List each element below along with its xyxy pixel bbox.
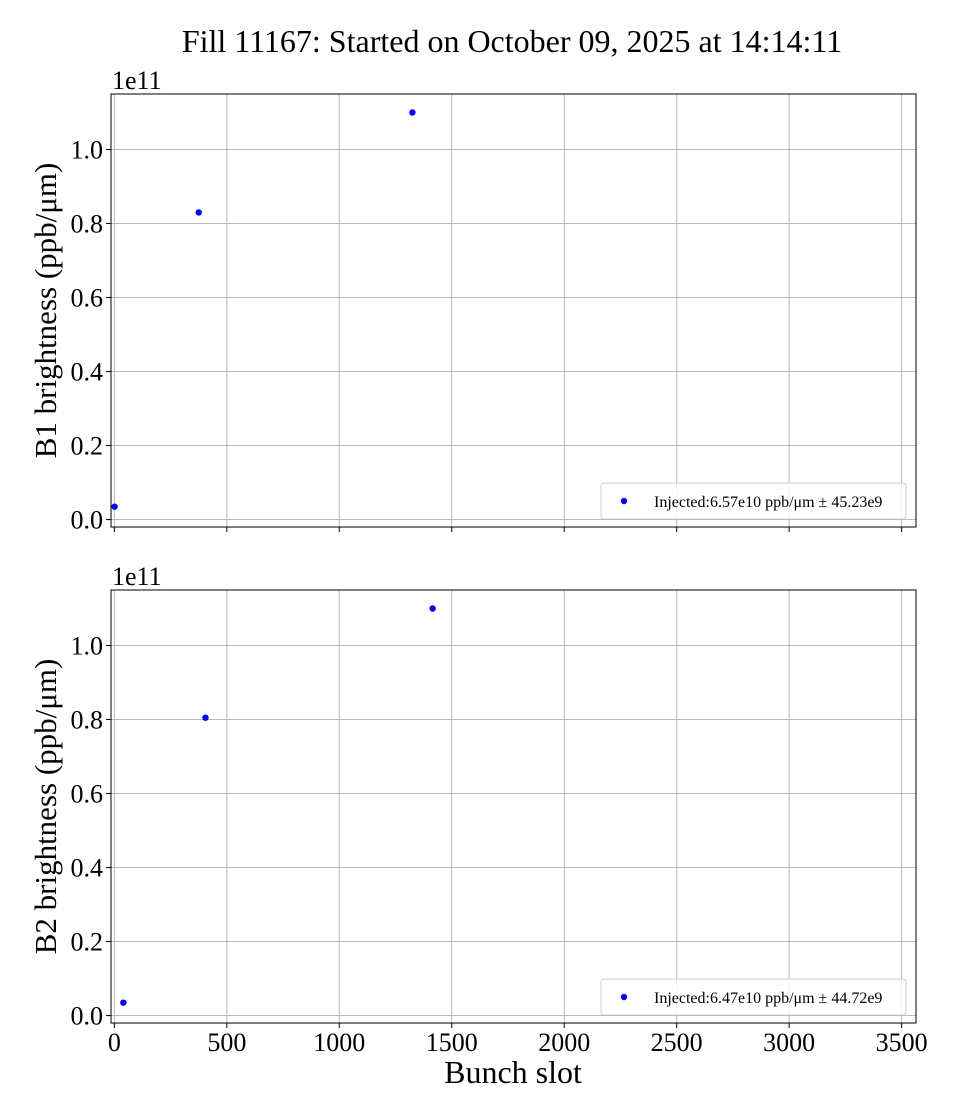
x-tick-label: 1000: [313, 1028, 365, 1057]
y-axis-label: B1 brightness (ppb/μm): [28, 163, 63, 459]
legend: Injected:6.57e10 ppb/μm ± 45.23e9: [600, 482, 907, 520]
figure-title: Fill 11167: Started on October 09, 2025 …: [182, 23, 842, 59]
x-tick-label: 3000: [763, 1028, 815, 1057]
y-offset-label: 1e11: [112, 66, 162, 95]
legend-marker: [620, 497, 628, 505]
data-point: [202, 714, 209, 721]
y-tick-label: 0.0: [71, 506, 104, 535]
legend: Injected:6.47e10 ppb/μm ± 44.72e9: [600, 978, 907, 1016]
y-tick-label: 1.0: [71, 632, 104, 661]
data-point: [111, 503, 118, 510]
data-point: [429, 605, 436, 612]
y-tick-label: 0.4: [71, 358, 104, 387]
legend-box: [600, 482, 907, 520]
data-point: [409, 109, 416, 116]
y-axis-label: B2 brightness (ppb/μm): [28, 659, 63, 955]
y-tick-label: 1.0: [71, 136, 104, 165]
x-tick-label: 2000: [538, 1028, 590, 1057]
x-tick-label: 3500: [876, 1028, 928, 1057]
axes-frame: [110, 589, 917, 1024]
y-tick-label: 0.8: [71, 210, 104, 239]
axes-frame: [110, 93, 917, 528]
x-tick-label: 1500: [426, 1028, 478, 1057]
y-tick-label: 0.6: [71, 780, 104, 809]
x-tick-label: 500: [207, 1028, 246, 1057]
legend-box: [600, 978, 907, 1016]
x-tick-label: 2500: [651, 1028, 703, 1057]
y-tick-label: 0.2: [71, 432, 104, 461]
data-point: [195, 209, 202, 216]
y-tick-label: 0.4: [71, 854, 104, 883]
y-tick-label: 0.0: [71, 1002, 104, 1031]
x-axis-label: Bunch slot: [444, 1054, 582, 1090]
legend-label: Injected:6.57e10 ppb/μm ± 45.23e9: [654, 494, 882, 511]
legend-marker: [620, 993, 628, 1001]
y-offset-label: 1e11: [112, 562, 162, 591]
y-tick-label: 0.8: [71, 706, 104, 735]
data-point: [120, 999, 127, 1006]
top-panel-b1: 0.0 0.2 0.4 0.6 0.8 1.0 1e11 B1 brightness (ppb…: [28, 66, 917, 535]
y-tick-label: 0.6: [71, 284, 104, 313]
bottom-panel-b2: 0 500 1000 1500 2000 2500 3000 3500 0.0 0.2 0.4 0.6…: [28, 562, 928, 1057]
x-tick-label: 0: [108, 1028, 121, 1057]
y-tick-label: 0.2: [71, 928, 104, 957]
legend-label: Injected:6.47e10 ppb/μm ± 44.72e9: [654, 990, 882, 1007]
